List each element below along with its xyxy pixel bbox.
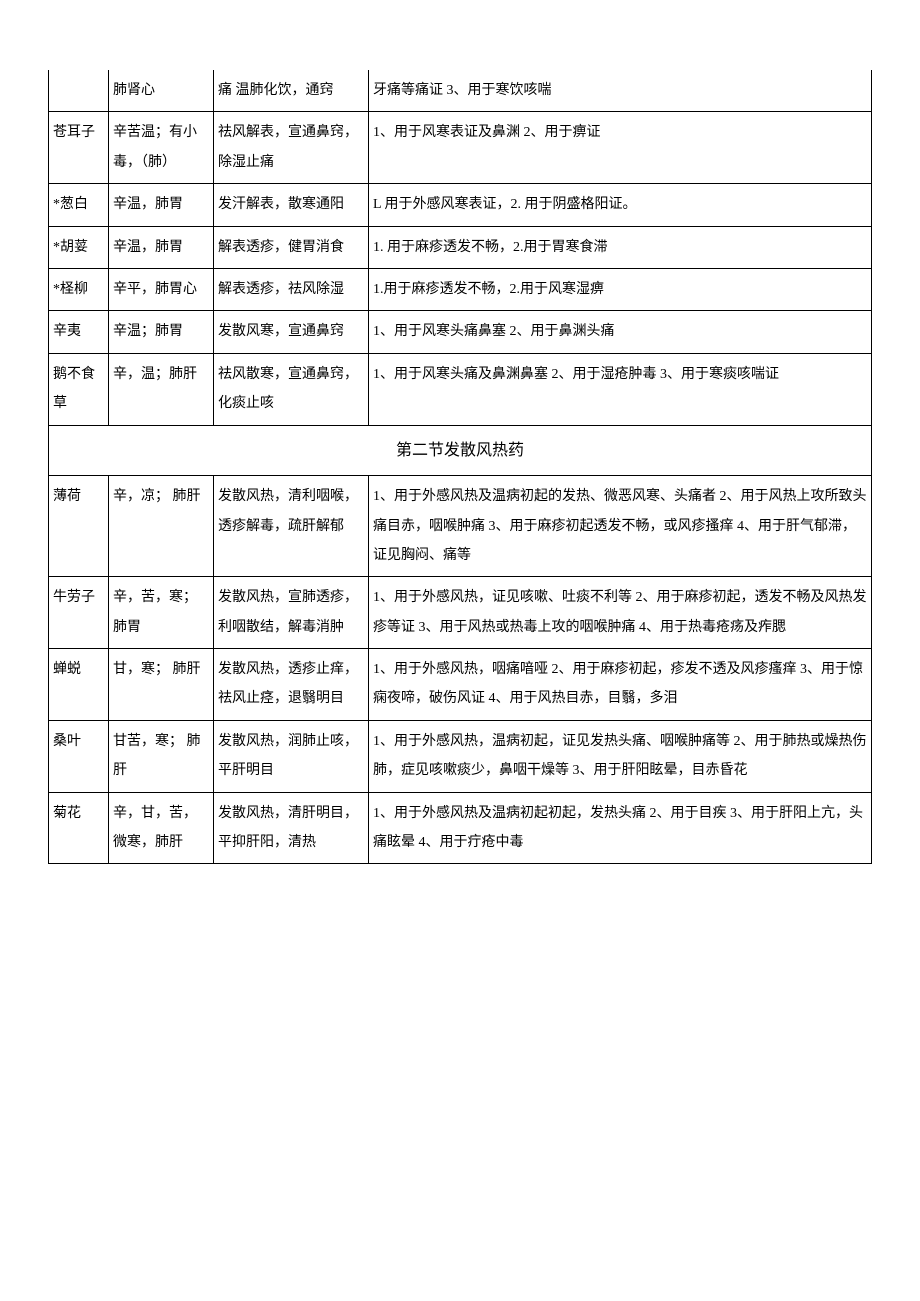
herb-use: 1、用于外感风热，咽痛喑哑 2、用于麻疹初起，疹发不透及风疹瘙痒 3、用于惊痫夜… xyxy=(369,649,872,721)
herb-use: 1. 用于麻疹透发不畅，2.用于胃寒食滞 xyxy=(369,226,872,268)
herb-use: 1、用于风寒头痛鼻塞 2、用于鼻渊头痛 xyxy=(369,311,872,353)
herb-name: 鹅不食草 xyxy=(49,353,109,425)
herb-prop: 辛，温；肺肝 xyxy=(109,353,214,425)
table-row: 苍耳子 辛苦温；有小毒，（肺） 祛风解表，宣通鼻窍， 除湿止痛 1、用于风寒表证… xyxy=(49,112,872,184)
herb-prop: 肺肾心 xyxy=(109,70,214,112)
herb-name: 牛劳子 xyxy=(49,577,109,649)
herb-name: 辛夷 xyxy=(49,311,109,353)
herb-func: 发散风热，润肺止咳，平肝明目 xyxy=(214,720,369,792)
herb-func: 发散风寒，宣通鼻窍 xyxy=(214,311,369,353)
table-row: *胡荽 辛温，肺胃 解表透疹，健胃消食 1. 用于麻疹透发不畅，2.用于胃寒食滞 xyxy=(49,226,872,268)
herb-func: 解表透疹，祛风除湿 xyxy=(214,268,369,310)
herb-func: 发散风热，清利咽喉，透疹解毒，疏肝解郁 xyxy=(214,476,369,577)
herb-func: 解表透疹，健胃消食 xyxy=(214,226,369,268)
herb-prop: 辛温，肺胃 xyxy=(109,226,214,268)
herb-func: 发散风热，清肝明目，平抑肝阳，清热 xyxy=(214,792,369,864)
herb-prop: 甘，寒； 肺肝 xyxy=(109,649,214,721)
herb-use: 1、用于风寒表证及鼻渊 2、用于痹证 xyxy=(369,112,872,184)
herb-name: *葱白 xyxy=(49,184,109,226)
herb-use: 1.用于麻疹透发不畅，2.用于风寒湿痹 xyxy=(369,268,872,310)
section-title: 第二节发散风热药 xyxy=(49,425,872,476)
herb-table: 肺肾心 痛 温肺化饮，通窍 牙痛等痛证 3、用于寒饮咳喘 苍耳子 辛苦温；有小毒… xyxy=(48,70,872,864)
herb-use: 牙痛等痛证 3、用于寒饮咳喘 xyxy=(369,70,872,112)
herb-func: 痛 温肺化饮，通窍 xyxy=(214,70,369,112)
herb-prop: 辛温；肺胃 xyxy=(109,311,214,353)
table-row: 辛夷 辛温；肺胃 发散风寒，宣通鼻窍 1、用于风寒头痛鼻塞 2、用于鼻渊头痛 xyxy=(49,311,872,353)
herb-name: 薄荷 xyxy=(49,476,109,577)
herb-use: L 用于外感风寒表证，2. 用于阴盛格阳证。 xyxy=(369,184,872,226)
herb-use: 1、用于外感风热及温病初起的发热、微恶风寒、头痛者 2、用于风热上攻所致头痛目赤… xyxy=(369,476,872,577)
herb-use: 1、用于外感风热，温病初起，证见发热头痛、咽喉肿痛等 2、用于肺热或燥热伤肺，症… xyxy=(369,720,872,792)
document-page: 肺肾心 痛 温肺化饮，通窍 牙痛等痛证 3、用于寒饮咳喘 苍耳子 辛苦温；有小毒… xyxy=(0,0,920,904)
herb-prop: 辛苦温；有小毒，（肺） xyxy=(109,112,214,184)
herb-use: 1、用于外感风热，证见咳嗽、吐痰不利等 2、用于麻疹初起，透发不畅及风热发疹等证… xyxy=(369,577,872,649)
herb-use: 1、用于风寒头痛及鼻渊鼻塞 2、用于湿疮肿毒 3、用于寒痰咳喘证 xyxy=(369,353,872,425)
herb-func: 祛风解表，宣通鼻窍， 除湿止痛 xyxy=(214,112,369,184)
herb-func: 发汗解表，散寒通阳 xyxy=(214,184,369,226)
herb-name: 桑叶 xyxy=(49,720,109,792)
section-title-row: 第二节发散风热药 xyxy=(49,425,872,476)
herb-use: 1、用于外感风热及温病初起初起，发热头痛 2、用于目疾 3、用于肝阳上亢，头痛眩… xyxy=(369,792,872,864)
herb-prop: 辛温，肺胃 xyxy=(109,184,214,226)
table-row: 鹅不食草 辛，温；肺肝 祛风散寒，宣通鼻窍， 化痰止咳 1、用于风寒头痛及鼻渊鼻… xyxy=(49,353,872,425)
herb-name: 蝉蜕 xyxy=(49,649,109,721)
herb-name: 苍耳子 xyxy=(49,112,109,184)
table-row: 蝉蜕 甘，寒； 肺肝 发散风热，透疹止痒，祛风止痉，退翳明目 1、用于外感风热，… xyxy=(49,649,872,721)
herb-prop: 辛，苦，寒； 肺胃 xyxy=(109,577,214,649)
herb-name xyxy=(49,70,109,112)
herb-func: 祛风散寒，宣通鼻窍， 化痰止咳 xyxy=(214,353,369,425)
table-row: *葱白 辛温，肺胃 发汗解表，散寒通阳 L 用于外感风寒表证，2. 用于阴盛格阳… xyxy=(49,184,872,226)
table-row: 桑叶 甘苦，寒； 肺肝 发散风热，润肺止咳，平肝明目 1、用于外感风热，温病初起… xyxy=(49,720,872,792)
herb-func: 发散风热，宣肺透疹，利咽散结，解毒消肿 xyxy=(214,577,369,649)
herb-prop: 辛，凉； 肺肝 xyxy=(109,476,214,577)
herb-func: 发散风热，透疹止痒，祛风止痉，退翳明目 xyxy=(214,649,369,721)
herb-name: 菊花 xyxy=(49,792,109,864)
table-row: *柽柳 辛平，肺胃心 解表透疹，祛风除湿 1.用于麻疹透发不畅，2.用于风寒湿痹 xyxy=(49,268,872,310)
table-row: 牛劳子 辛，苦，寒； 肺胃 发散风热，宣肺透疹，利咽散结，解毒消肿 1、用于外感… xyxy=(49,577,872,649)
herb-name: *柽柳 xyxy=(49,268,109,310)
herb-name: *胡荽 xyxy=(49,226,109,268)
herb-prop: 辛，甘，苦，微寒，肺肝 xyxy=(109,792,214,864)
table-row: 菊花 辛，甘，苦，微寒，肺肝 发散风热，清肝明目，平抑肝阳，清热 1、用于外感风… xyxy=(49,792,872,864)
herb-prop: 甘苦，寒； 肺肝 xyxy=(109,720,214,792)
table-row: 肺肾心 痛 温肺化饮，通窍 牙痛等痛证 3、用于寒饮咳喘 xyxy=(49,70,872,112)
herb-prop: 辛平，肺胃心 xyxy=(109,268,214,310)
table-row: 薄荷 辛，凉； 肺肝 发散风热，清利咽喉，透疹解毒，疏肝解郁 1、用于外感风热及… xyxy=(49,476,872,577)
